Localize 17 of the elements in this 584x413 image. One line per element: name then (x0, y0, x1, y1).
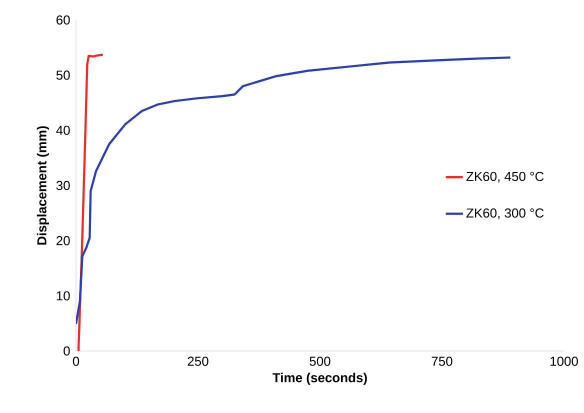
x-tick-label: 1000 (550, 356, 578, 366)
x-tick-label: 250 (188, 356, 208, 366)
y-tick-label: 50 (56, 70, 70, 80)
y-tick-label: 0 (64, 346, 70, 356)
y-tick-label: 30 (56, 180, 70, 190)
y-tick-label: 10 (56, 291, 70, 300)
y-tick-label: 20 (56, 236, 70, 246)
x-tick-label: 750 (432, 356, 452, 366)
x-tick-label: 500 (310, 356, 330, 366)
y-tick-label: 40 (56, 126, 70, 135)
x-tick-label: 0 (72, 356, 80, 366)
y-axis-title: Displacement (mm) (36, 126, 50, 245)
y-tick-label: 60 (56, 15, 70, 25)
line-series (77, 54, 104, 351)
legend-label: ZK60, 300 °C (466, 208, 544, 220)
legend-label: ZK60, 450 °C (466, 172, 544, 183)
x-axis-title: Time (seconds) (272, 372, 367, 385)
